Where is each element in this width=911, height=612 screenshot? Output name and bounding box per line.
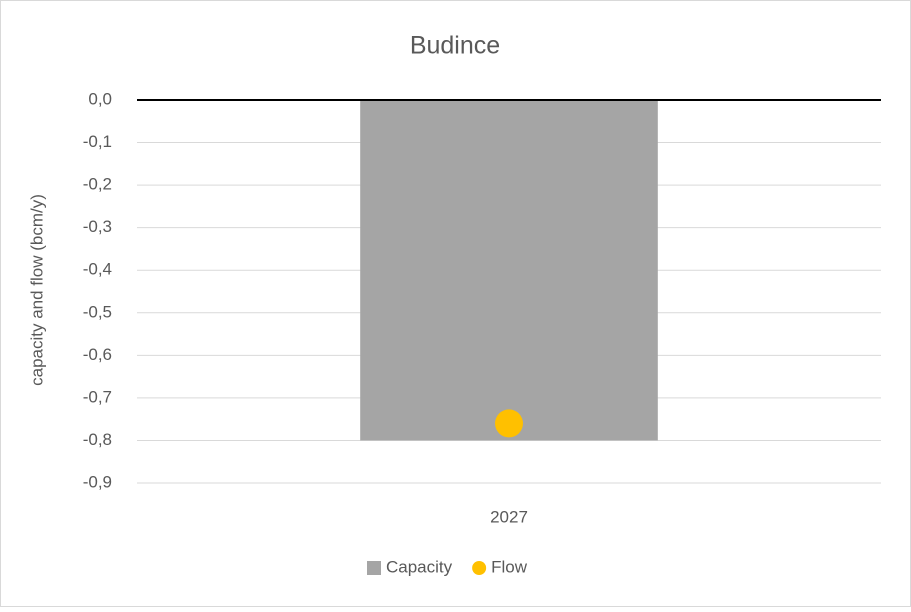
y-tick-label: -0,4 xyxy=(83,260,112,279)
y-axis-label: capacity and flow (bcm/y) xyxy=(27,194,46,386)
y-tick-label: -0,5 xyxy=(83,302,112,321)
legend-swatch xyxy=(367,561,381,575)
y-tick-label: -0,3 xyxy=(83,217,112,236)
y-tick-label: -0,9 xyxy=(83,472,112,491)
x-tick-label: 2027 xyxy=(490,507,528,526)
legend-swatch xyxy=(472,561,487,575)
y-tick-label: -0,7 xyxy=(83,387,112,406)
legend-label: Flow xyxy=(491,557,528,576)
y-tick-label: -0,2 xyxy=(83,175,112,194)
legend-label: Capacity xyxy=(386,557,453,576)
y-tick-label: -0,1 xyxy=(83,132,112,151)
chart-title: Budince xyxy=(410,32,500,60)
y-tick-label: -0,6 xyxy=(83,345,112,364)
point xyxy=(495,409,523,438)
y-tick-label: -0,8 xyxy=(83,430,112,449)
y-tick-label: 0,0 xyxy=(88,89,112,108)
bar xyxy=(360,100,658,441)
